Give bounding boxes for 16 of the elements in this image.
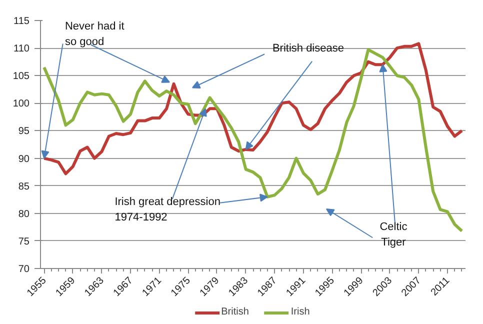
annotation: British disease — [272, 42, 344, 55]
annotation: Celtic Tiger — [380, 221, 408, 249]
y-tick-label: 115 — [14, 16, 30, 27]
y-tick-label: 80 — [18, 208, 30, 220]
y-tick-label: 105 — [12, 71, 30, 82]
y-tick-label: 100 — [12, 98, 30, 110]
annotation: Never had it so good — [64, 20, 124, 48]
y-tick-label: 85 — [18, 181, 30, 192]
legend-label: Irish — [290, 306, 311, 318]
legend-label: British — [221, 306, 249, 318]
y-tick-label: 70 — [18, 264, 30, 275]
y-tick-label: 75 — [18, 236, 30, 248]
y-tick-label: 90 — [18, 154, 30, 165]
y-tick-label: 110 — [14, 44, 30, 55]
annotation: Irish great depression 1974-1992 — [114, 196, 220, 224]
y-tick-label: 95 — [18, 126, 30, 138]
